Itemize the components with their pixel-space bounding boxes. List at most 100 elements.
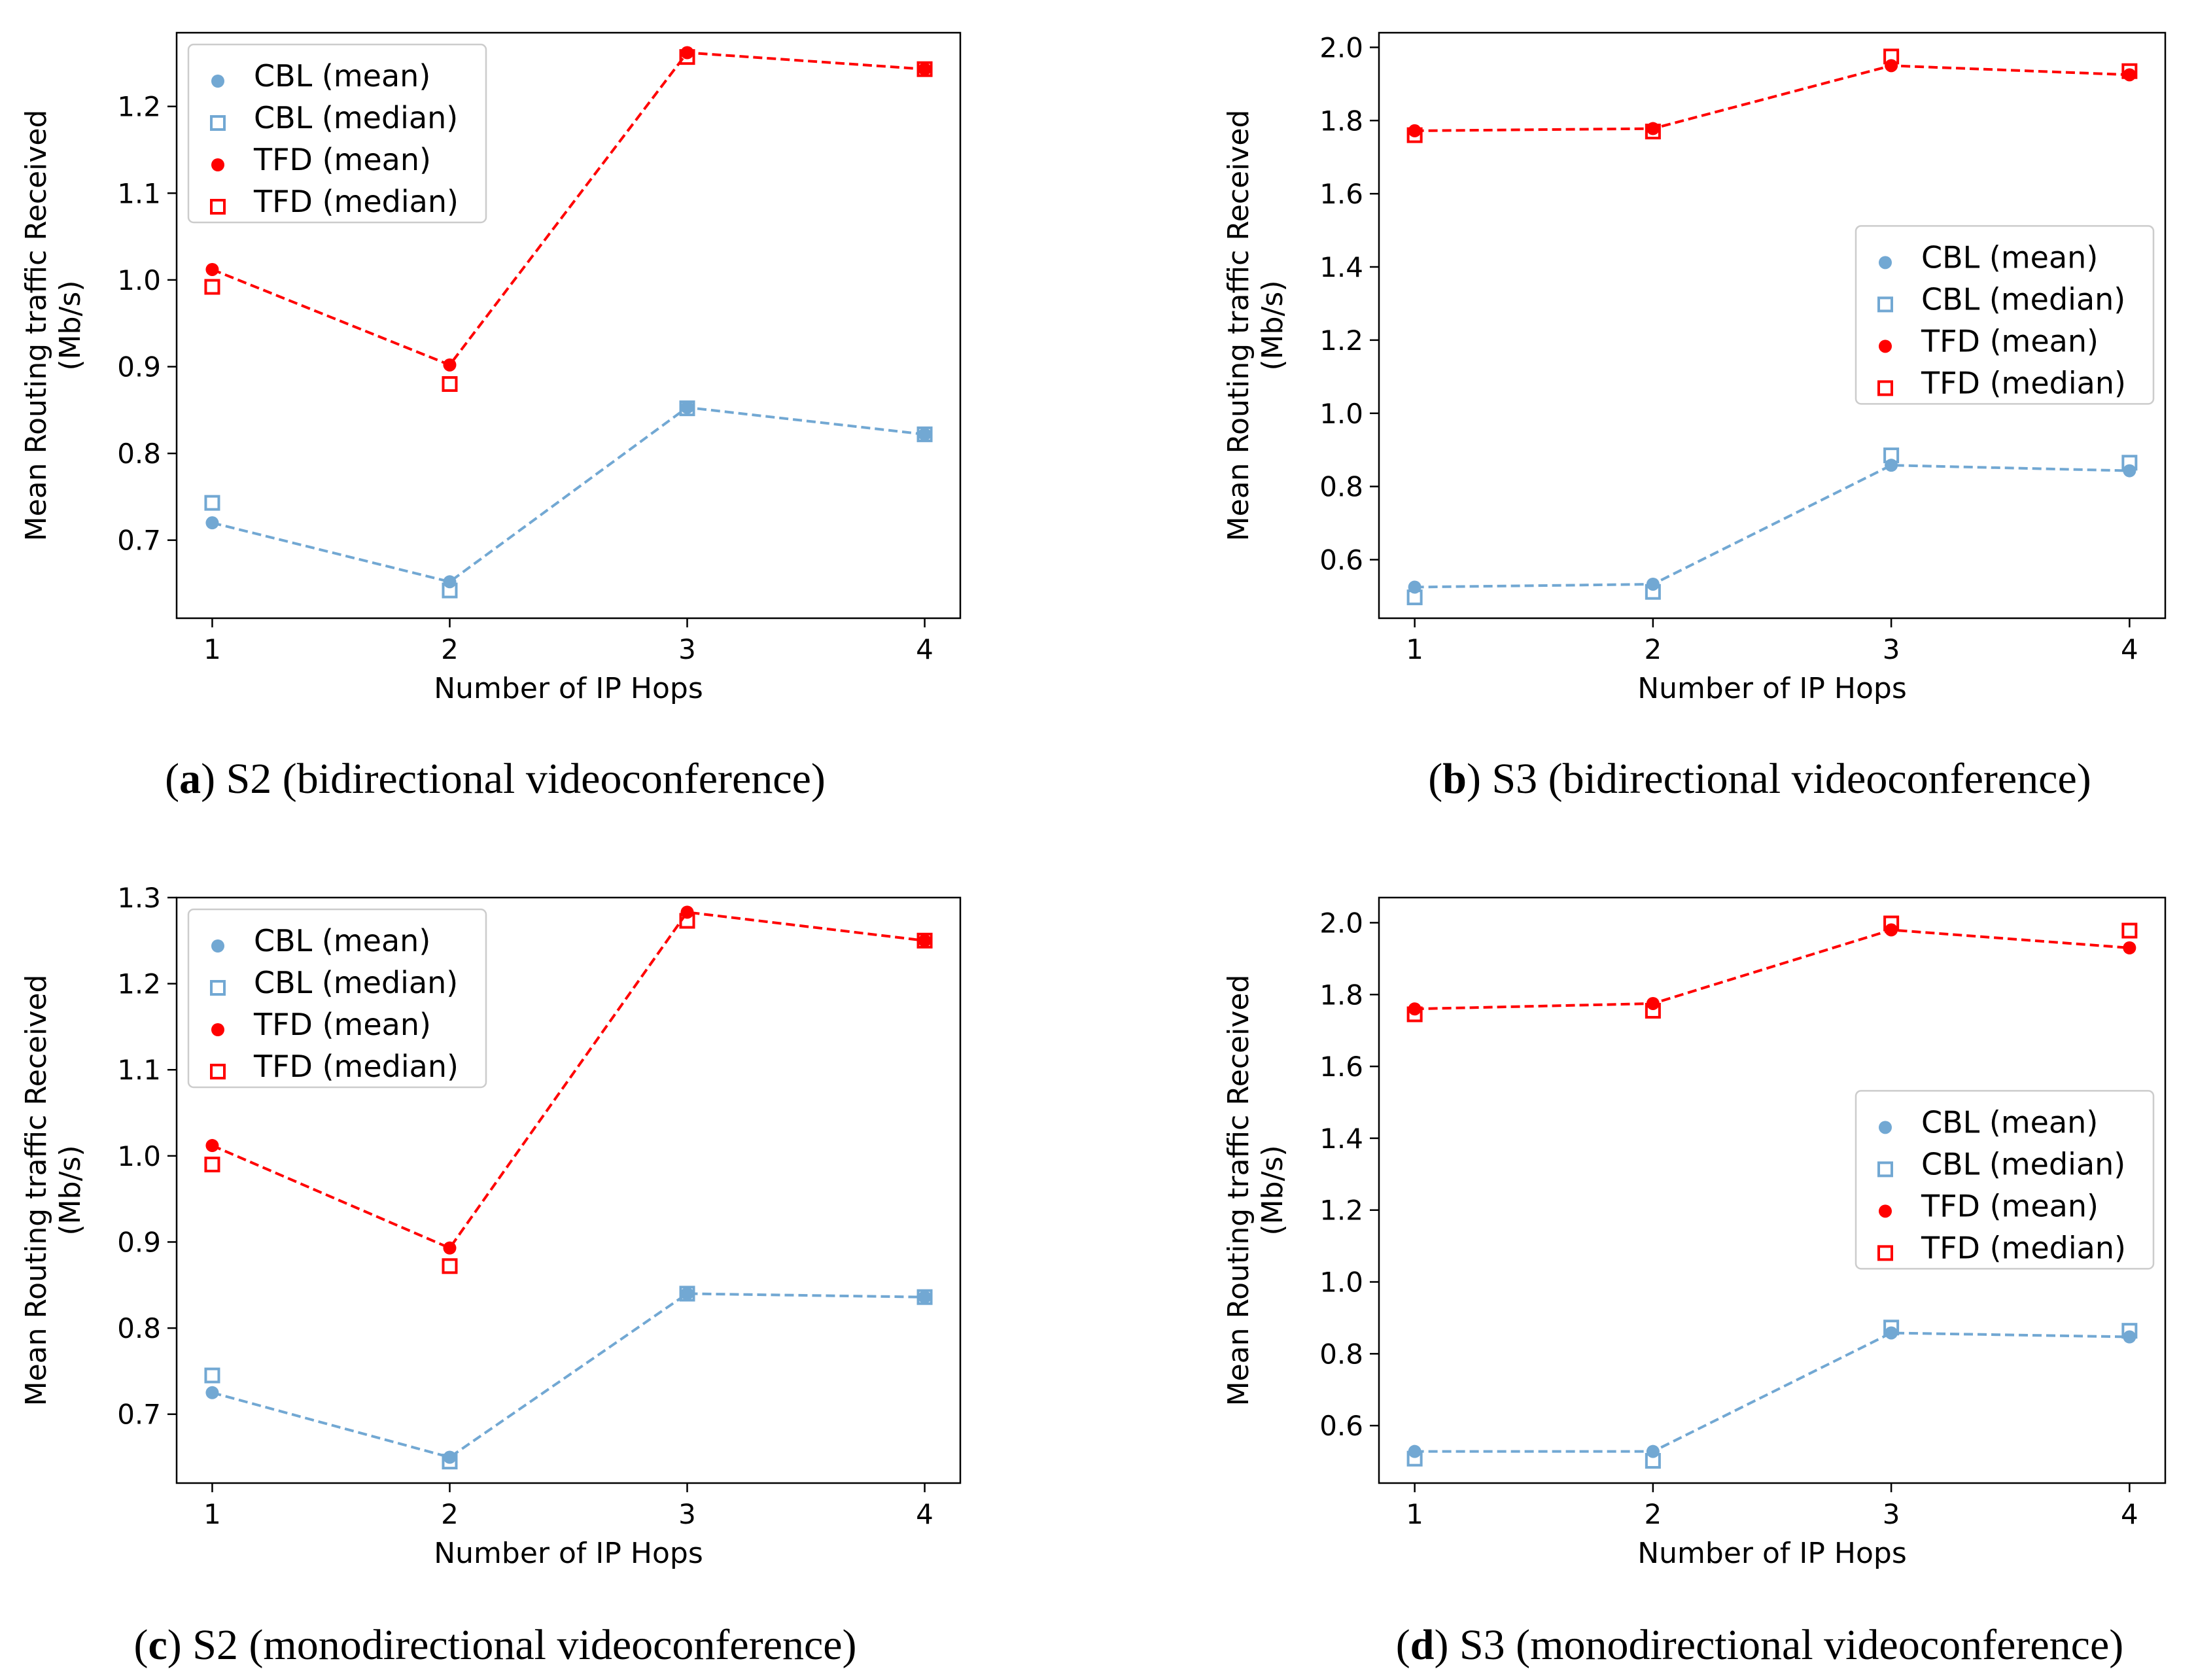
y-axis-label-line1: Mean Routing traffic Received xyxy=(20,975,53,1407)
y-tick-label: 2.0 xyxy=(1319,31,1363,63)
x-axis-label: Number of IP Hops xyxy=(1637,672,1907,705)
x-tick-label: 2 xyxy=(1645,633,1662,665)
y-axis-label: Mean Routing traffic Received(Mb/s) xyxy=(1222,110,1289,542)
legend: CBL (mean) CBL (median) TFD (mean) TFD (med… xyxy=(1855,225,2155,405)
data-point-s1-3 xyxy=(2121,1323,2138,1339)
data-point-s3-3 xyxy=(916,932,933,949)
series-line-2 xyxy=(1414,64,2130,132)
series-line-2 xyxy=(211,51,925,367)
y-axis-label-line2: (Mb/s) xyxy=(1256,1146,1289,1236)
y-tick-label: 1.4 xyxy=(1319,251,1363,283)
legend-marker-1 xyxy=(210,980,226,996)
y-axis-label: Mean Routing traffic Received(Mb/s) xyxy=(20,975,87,1407)
y-tick-label: 1.1 xyxy=(117,177,161,209)
data-point-s3-2 xyxy=(679,913,695,929)
data-point-s2-2 xyxy=(680,46,694,60)
legend-box xyxy=(1855,225,2155,405)
series-line-0 xyxy=(1414,464,2130,589)
data-point-s3-0 xyxy=(1406,1006,1423,1023)
y-tick-label: 1.3 xyxy=(117,882,161,914)
caption-letter: b xyxy=(1442,755,1467,803)
data-point-s2-3 xyxy=(2123,68,2136,82)
data-point-s1-0 xyxy=(204,495,220,511)
legend-label-1: CBL (median) xyxy=(254,100,458,135)
legend-label-3: TFD (median) xyxy=(253,1049,459,1084)
y-tick-label: 0.8 xyxy=(1319,471,1363,503)
x-axis-label: Number of IP Hops xyxy=(1637,1537,1907,1570)
panel-caption: (d) S3 (monodirectional videoconference) xyxy=(1396,1621,2123,1669)
series-line-0 xyxy=(211,406,925,584)
legend-marker-3 xyxy=(210,1064,226,1079)
data-point-s1-1 xyxy=(1645,1452,1661,1469)
y-tick-label: 1.6 xyxy=(1319,1051,1363,1083)
y-axis-label-line2: (Mb/s) xyxy=(1256,281,1289,371)
legend-marker-0 xyxy=(1879,1121,1892,1134)
data-point-s3-3 xyxy=(916,61,933,77)
data-point-s1-3 xyxy=(2121,455,2138,471)
legend-marker-3 xyxy=(210,199,226,215)
legend-marker-2 xyxy=(1879,1204,1892,1218)
chart-panel-a: 0.7 0.8 0.9 1.0 1.1 1.2 1 2 3 4 Number of IP Hops M… xyxy=(20,31,962,803)
data-point-s0-0 xyxy=(205,516,219,530)
data-point-s3-1 xyxy=(1645,1002,1661,1019)
caption-open-paren: ( xyxy=(1428,755,1442,803)
legend-label-1: CBL (median) xyxy=(1921,1146,2125,1181)
legend-box xyxy=(1855,1090,2155,1270)
caption-description: S2 (bidirectional videoconference) xyxy=(226,755,826,803)
y-axis-label-line1: Mean Routing traffic Received xyxy=(1222,110,1255,542)
data-point-s3-0 xyxy=(204,1157,220,1173)
y-tick-label: 1.0 xyxy=(117,1140,161,1172)
data-point-s0-0 xyxy=(205,1386,219,1399)
series-line-2 xyxy=(211,911,925,1250)
data-point-s1-2 xyxy=(679,1286,695,1302)
y-tick-label: 0.6 xyxy=(1319,1410,1363,1442)
x-tick-label: 4 xyxy=(916,633,933,665)
x-tick-label: 3 xyxy=(678,1498,696,1530)
y-tick-label: 0.7 xyxy=(117,525,161,557)
data-point-s1-1 xyxy=(442,1454,458,1470)
y-tick-label: 1.2 xyxy=(1319,1195,1363,1227)
y-tick-label: 1.4 xyxy=(1319,1123,1363,1155)
legend-marker-0 xyxy=(211,75,224,88)
data-point-s2-3 xyxy=(2123,941,2136,954)
data-point-s3-2 xyxy=(679,49,695,65)
y-tick-label: 1.0 xyxy=(117,264,161,296)
data-point-s1-0 xyxy=(204,1367,220,1384)
data-point-s2-0 xyxy=(205,1139,219,1153)
legend-marker-0 xyxy=(1879,256,1892,270)
x-tick-label: 1 xyxy=(203,1498,221,1530)
x-tick-label: 3 xyxy=(678,633,696,665)
x-tick-label: 3 xyxy=(1883,1498,1900,1530)
y-tick-label: 0.9 xyxy=(117,351,161,383)
caption-description: S3 (monodirectional videoconference) xyxy=(1459,1621,2123,1669)
legend-label-2: TFD (mean) xyxy=(253,1007,431,1042)
x-tick-label: 1 xyxy=(1406,1498,1423,1530)
caption-open-paren: ( xyxy=(133,1621,148,1669)
legend-label-3: TFD (median) xyxy=(1921,365,2126,400)
data-point-s2-3 xyxy=(918,62,932,76)
chart-panel-d: 0.6 0.8 1.0 1.2 1.4 1.6 1.8 2.0 1 2 3 4 Number of IP… xyxy=(1222,896,2167,1669)
legend-label-2: TFD (mean) xyxy=(1921,323,2099,359)
caption-letter: c xyxy=(148,1621,167,1669)
y-tick-label: 1.0 xyxy=(1319,398,1363,430)
data-point-s0-2 xyxy=(680,400,694,414)
panel-caption: (b) S3 (bidirectional videoconference) xyxy=(1428,755,2091,803)
legend-label-3: TFD (median) xyxy=(1921,1230,2126,1265)
y-tick-label: 1.8 xyxy=(1319,105,1363,137)
caption-description: S2 (monodirectional videoconference) xyxy=(192,1621,856,1669)
data-point-s2-2 xyxy=(680,905,694,919)
data-point-s2-1 xyxy=(443,358,457,372)
data-point-s1-3 xyxy=(916,426,933,442)
legend-marker-3 xyxy=(1877,1245,1893,1261)
y-tick-label: 1.0 xyxy=(1319,1267,1363,1299)
data-point-s3-1 xyxy=(442,1258,458,1274)
legend-label-0: CBL (mean) xyxy=(254,923,430,958)
y-tick-label: 1.6 xyxy=(1319,178,1363,210)
x-tick-label: 2 xyxy=(1645,1498,1662,1530)
data-point-s0-2 xyxy=(680,1287,694,1301)
legend-label-1: CBL (median) xyxy=(1921,281,2125,317)
x-tick-label: 4 xyxy=(916,1498,933,1530)
y-axis-label-line2: (Mb/s) xyxy=(54,281,87,371)
data-point-s2-0 xyxy=(205,262,219,276)
legend-label-0: CBL (mean) xyxy=(1921,1104,2098,1140)
